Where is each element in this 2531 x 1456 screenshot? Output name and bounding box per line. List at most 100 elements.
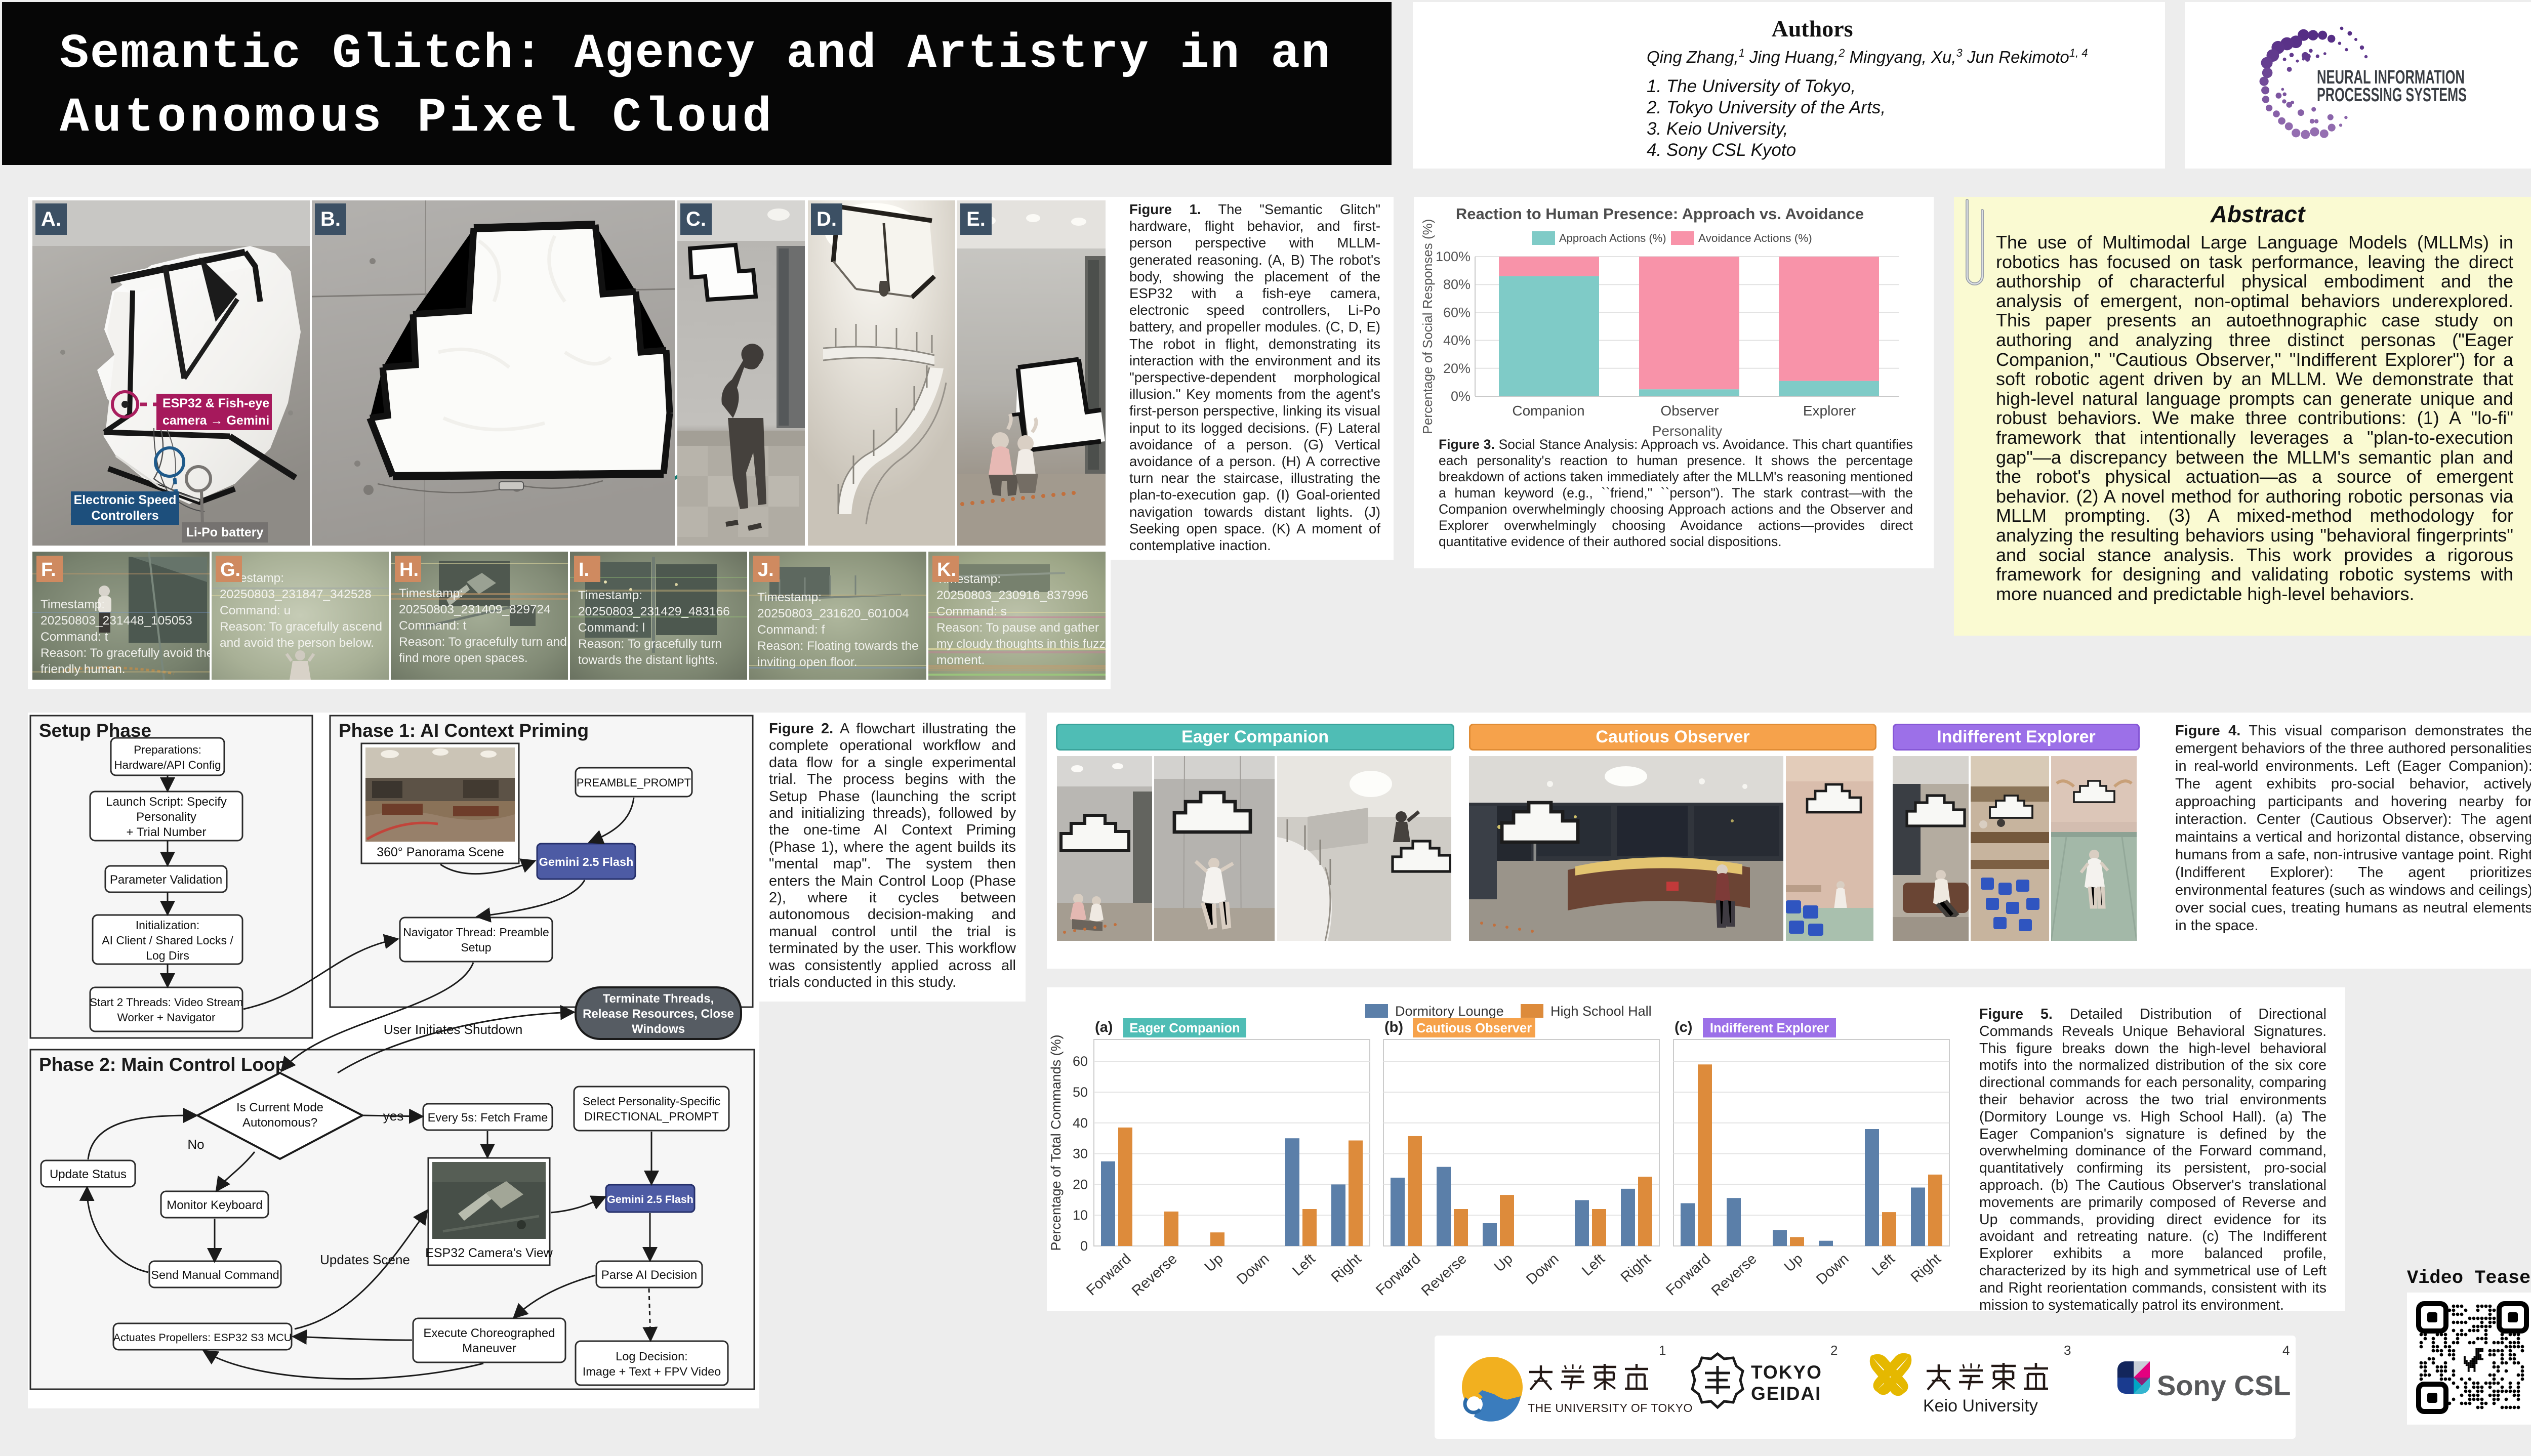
- svg-text:Keio University: Keio University: [1923, 1396, 2038, 1416]
- svg-text:Monitor Keyboard: Monitor Keyboard: [167, 1198, 262, 1212]
- svg-text:Left: Left: [1289, 1251, 1318, 1279]
- svg-text:0%: 0%: [1451, 389, 1471, 404]
- svg-text:THE UNIVERSITY OF TOKYO: THE UNIVERSITY OF TOKYO: [1528, 1401, 1693, 1415]
- svg-text:Initialization:: Initialization:: [136, 919, 200, 932]
- svg-text:Explorer: Explorer: [1803, 403, 1856, 419]
- svg-text:friendly human.: friendly human.: [40, 662, 126, 676]
- svg-text:80%: 80%: [1443, 277, 1471, 292]
- svg-text:Reason: To gracefully turn and: Reason: To gracefully turn and: [399, 635, 567, 649]
- svg-text:Navigator Thread: Preamble: Navigator Thread: Preamble: [403, 926, 549, 939]
- svg-text:Forward: Forward: [1083, 1251, 1134, 1299]
- svg-text:my cloudy thoughts in this fuz: my cloudy thoughts in this fuzzy: [936, 637, 1106, 651]
- svg-text:High School Hall: High School Hall: [1550, 1004, 1652, 1019]
- svg-text:Up: Up: [1491, 1251, 1516, 1275]
- svg-text:0: 0: [1080, 1238, 1088, 1254]
- svg-text:60%: 60%: [1443, 305, 1471, 320]
- svg-text:30: 30: [1073, 1146, 1088, 1161]
- svg-text:Release Resources, Close: Release Resources, Close: [583, 1007, 734, 1021]
- svg-text:60: 60: [1073, 1054, 1088, 1069]
- svg-text:Down: Down: [1234, 1251, 1273, 1287]
- svg-text:Timestamp:: Timestamp:: [40, 598, 105, 611]
- svg-text:Timestamp:: Timestamp:: [578, 589, 642, 602]
- svg-text:and avoid the person below.: and avoid the person below.: [220, 636, 374, 650]
- svg-text:Command: s: Command: s: [936, 605, 1007, 618]
- svg-text:Reverse: Reverse: [1708, 1251, 1760, 1299]
- svg-text:G.: G.: [220, 559, 240, 580]
- svg-text:Command: t: Command: t: [399, 619, 467, 633]
- svg-text:Windows: Windows: [632, 1022, 685, 1036]
- svg-text:20250803_230916_837996: 20250803_230916_837996: [936, 589, 1088, 602]
- svg-text:Hardware/API Config: Hardware/API Config: [114, 759, 221, 771]
- svg-text:Maneuver: Maneuver: [462, 1342, 516, 1355]
- svg-text:DIRECTIONAL_PROMPT: DIRECTIONAL_PROMPT: [584, 1110, 719, 1123]
- svg-text:20250803_231429_483166: 20250803_231429_483166: [578, 605, 730, 618]
- svg-text:Send Manual Command: Send Manual Command: [151, 1268, 279, 1281]
- svg-text:Avoidance Actions (%): Avoidance Actions (%): [1698, 232, 1812, 244]
- svg-text:Command: f: Command: f: [757, 623, 825, 637]
- svg-text:Parameter Validation: Parameter Validation: [110, 873, 222, 887]
- svg-text:inviting open floor.: inviting open floor.: [757, 655, 858, 669]
- svg-text:Dormitory Lounge: Dormitory Lounge: [1395, 1004, 1504, 1019]
- svg-text:Percentage of Total Commands (: Percentage of Total Commands (%): [1048, 1034, 1064, 1251]
- svg-text:Command: t: Command: t: [40, 630, 108, 644]
- svg-text:find more open spaces.: find more open spaces.: [399, 651, 528, 665]
- svg-text:Reason: To gracefully turn: Reason: To gracefully turn: [578, 637, 722, 651]
- svg-text:Command: l: Command: l: [578, 621, 645, 635]
- svg-text:Observer: Observer: [1660, 403, 1719, 419]
- svg-text:Log Decision:: Log Decision:: [616, 1350, 687, 1363]
- svg-text:Update Status: Update Status: [50, 1168, 127, 1181]
- svg-text:Is Current Mode: Is Current Mode: [236, 1101, 323, 1114]
- svg-text:Reaction to Human Presence: Ap: Reaction to Human Presence: Approach vs.…: [1456, 205, 1864, 223]
- svg-text:40: 40: [1073, 1115, 1088, 1131]
- svg-text:Sony CSL: Sony CSL: [2157, 1369, 2291, 1401]
- svg-text:40%: 40%: [1443, 333, 1471, 348]
- svg-text:Up: Up: [1202, 1251, 1227, 1275]
- svg-text:Reason: Floating towards the: Reason: Floating towards the: [757, 639, 919, 653]
- svg-text:F.: F.: [41, 559, 56, 580]
- svg-text:PREAMBLE_PROMPT: PREAMBLE_PROMPT: [577, 776, 691, 789]
- svg-text:PROCESSING SYSTEMS: PROCESSING SYSTEMS: [2317, 85, 2467, 106]
- svg-text:20250803_231620_601004: 20250803_231620_601004: [757, 607, 909, 620]
- svg-text:Gemini 2.5 Flash: Gemini 2.5 Flash: [539, 855, 634, 868]
- svg-text:Reverse: Reverse: [1129, 1251, 1180, 1299]
- svg-text:GEIDAI: GEIDAI: [1751, 1383, 1821, 1404]
- svg-text:Percentage of Social Responses: Percentage of Social Responses (%): [1420, 219, 1435, 434]
- svg-text:User Initiates Shutdown: User Initiates Shutdown: [384, 1022, 523, 1037]
- svg-text:20250803_231409_829724: 20250803_231409_829724: [399, 603, 551, 616]
- svg-text:J.: J.: [758, 559, 774, 580]
- svg-text:Down: Down: [1813, 1251, 1852, 1287]
- svg-text:3: 3: [2064, 1343, 2071, 1358]
- svg-text:20: 20: [1073, 1177, 1088, 1192]
- svg-text:moment.: moment.: [936, 653, 985, 667]
- svg-text:Timestamp:: Timestamp:: [399, 587, 463, 600]
- svg-text:Phase 1: AI Context Priming: Phase 1: AI Context Priming: [339, 720, 589, 741]
- svg-text:NEURAL INFORMATION: NEURAL INFORMATION: [2317, 67, 2465, 88]
- svg-text:TOKYO: TOKYO: [1751, 1362, 1822, 1383]
- svg-text:360° Panorama Scene: 360° Panorama Scene: [377, 845, 504, 859]
- svg-text:Personality: Personality: [1652, 423, 1723, 439]
- svg-text:Up: Up: [1781, 1251, 1806, 1275]
- svg-text:(c): (c): [1675, 1019, 1692, 1035]
- svg-text:ESP32 Camera's View: ESP32 Camera's View: [425, 1246, 553, 1260]
- svg-text:I.: I.: [579, 559, 589, 580]
- svg-text:Reason: To gracefully ascend: Reason: To gracefully ascend: [220, 620, 382, 634]
- svg-text:Parse AI Decision: Parse AI Decision: [601, 1268, 697, 1282]
- svg-text:Start 2 Threads: Video Stream: Start 2 Threads: Video Stream: [90, 996, 243, 1009]
- svg-text:Approach Actions (%): Approach Actions (%): [1559, 232, 1666, 244]
- svg-text:towards the distant lights.: towards the distant lights.: [578, 653, 718, 667]
- svg-text:Preparations:: Preparations:: [134, 743, 201, 756]
- svg-text:50: 50: [1073, 1085, 1088, 1100]
- svg-text:Left: Left: [1579, 1251, 1608, 1279]
- svg-text:Setup: Setup: [461, 941, 491, 954]
- svg-text:Launch Script: Specify: Launch Script: Specify: [106, 795, 227, 809]
- svg-text:Reason: To pause and gather: Reason: To pause and gather: [936, 621, 1099, 635]
- svg-text:20250803_231448_105053: 20250803_231448_105053: [40, 614, 192, 628]
- svg-text:Execute Choreographed: Execute Choreographed: [423, 1326, 555, 1340]
- svg-text:(a): (a): [1095, 1019, 1113, 1035]
- svg-text:Image + Text + FPV Video: Image + Text + FPV Video: [583, 1365, 721, 1378]
- svg-text:Eager Companion: Eager Companion: [1129, 1021, 1240, 1035]
- svg-text:Select Personality-Specific: Select Personality-Specific: [583, 1095, 720, 1108]
- svg-text:Updates Scene: Updates Scene: [320, 1252, 410, 1267]
- svg-text:20%: 20%: [1443, 361, 1471, 376]
- svg-text:Reverse: Reverse: [1418, 1251, 1470, 1299]
